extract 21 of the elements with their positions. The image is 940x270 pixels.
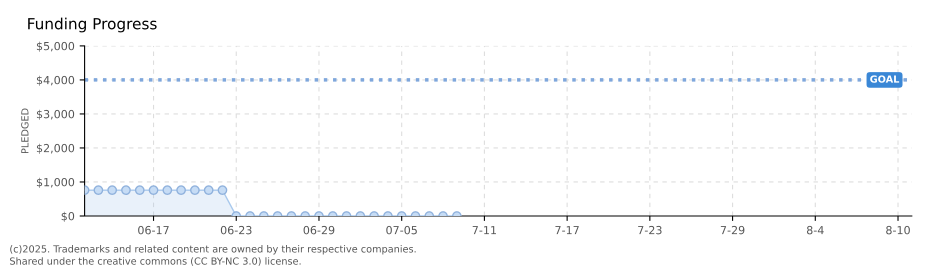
y-tick-label: $0 xyxy=(62,212,74,222)
y-tick-label: $5,000 xyxy=(36,42,74,52)
x-tick-label: 7-11 xyxy=(472,226,496,234)
y-tick-label: $4,000 xyxy=(36,76,74,86)
x-tick-label: 7-29 xyxy=(720,226,744,234)
y-tick-label: $3,000 xyxy=(36,110,74,120)
x-tick-label: 7-23 xyxy=(638,226,662,234)
y-tick-label: $1,000 xyxy=(36,178,74,188)
text: (c)2025. Trademarks and related content are owned by their respective companies. xyxy=(10,245,416,254)
x-tick-label: 06-23 xyxy=(220,226,252,234)
x-tick-label: 06-29 xyxy=(304,226,334,234)
y-tick-label: $2,000 xyxy=(36,144,74,154)
ref-line-label: GOAL xyxy=(870,75,900,83)
x-tick-label: 8-4 xyxy=(806,226,824,234)
y-axis-title: PLEDGED xyxy=(21,108,29,154)
x-tick-label: 8-10 xyxy=(886,226,910,234)
x-tick-label: 06-17 xyxy=(138,226,169,234)
x-tick-label: 7-17 xyxy=(555,226,579,234)
x-tick-label: 07-05 xyxy=(386,226,417,234)
chart-title: Funding Progress xyxy=(28,18,157,32)
text: Shared under the creative commons (CC BY-NC 3.0) license. xyxy=(10,257,301,266)
